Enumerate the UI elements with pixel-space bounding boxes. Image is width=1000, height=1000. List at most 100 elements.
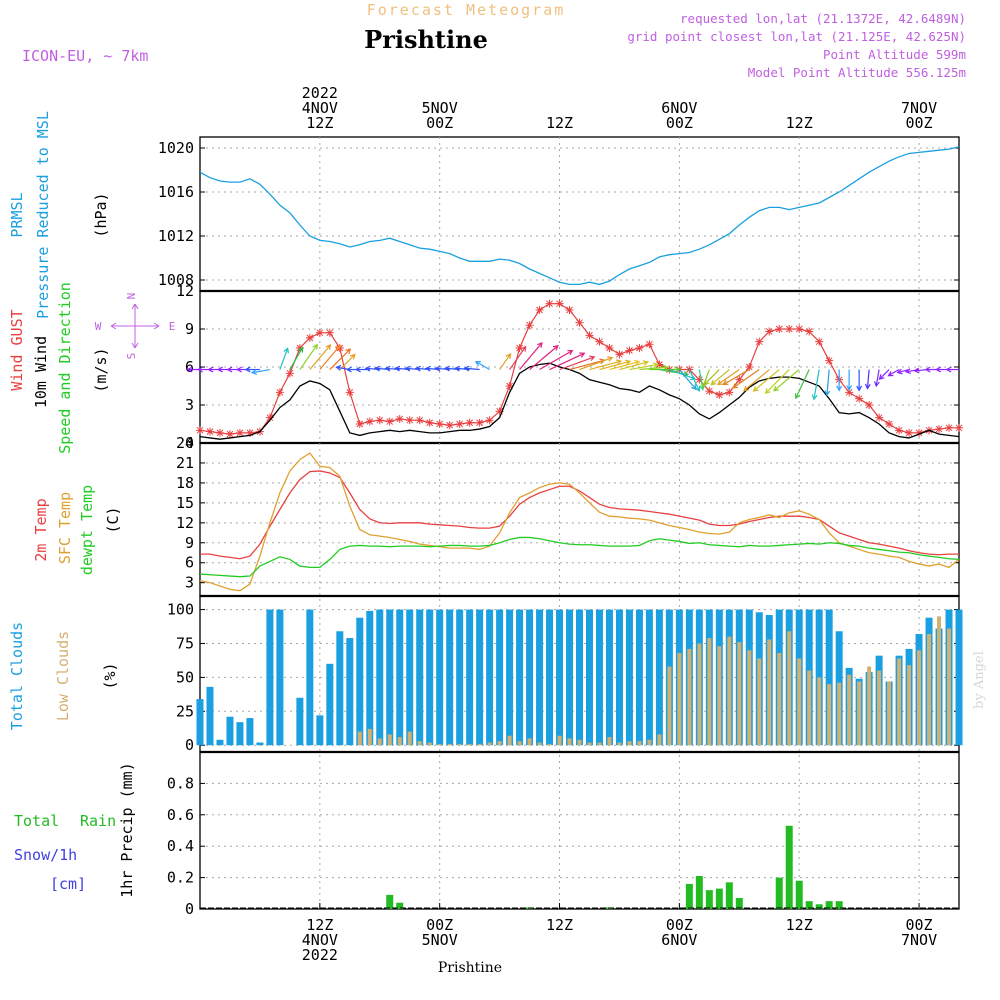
y-tick-label: 9 [185,534,194,552]
low-cloud-bar [507,735,512,746]
y-tick-label: 1020 [158,139,194,157]
x-tick-label-bottom: 2022 [302,946,338,964]
wind-arrow [319,344,341,370]
x-tick-label-top: 4NOV [302,99,338,117]
wind-arrow-shaft [464,367,480,371]
pressure-line [199,146,960,286]
cloud-bars [196,609,963,746]
wind-arrow-head [537,341,543,348]
gust-marker [605,344,614,352]
wind-arrow [244,366,260,373]
y-tick-label: 6 [185,554,194,572]
compass-n: N [125,293,138,300]
low-cloud-bar [427,742,432,746]
low-cloud-bar [877,670,882,746]
gust-marker [455,420,464,428]
x-tick-label-top: 5NOV [422,99,458,117]
low-cloud-bar [437,743,442,746]
low-cloud-bar [707,638,712,746]
low-cloud-bar [607,737,612,746]
wind-arrow-head [874,381,880,388]
y-tick-label: 3 [185,574,194,592]
gust-marker [635,344,644,352]
gust-marker [505,382,514,390]
panel-frames [199,136,960,910]
x-tick-label-bottom: 6NOV [661,931,697,949]
wind-arrow-shaft [723,369,750,385]
low-cloud-bar [357,731,362,746]
total-cloud-bar [316,715,324,746]
y-tick-label: 1008 [158,271,194,289]
total-cloud-bar [576,609,583,746]
wind-arrow-shaft [599,360,631,371]
wind-arrow [887,369,900,377]
x-tick-label-bottom: 12Z [306,916,333,934]
low-cloud-bar [807,670,812,746]
footer-location: Prishtine [438,960,502,976]
total-cloud-bar [256,742,264,746]
total-cloud-bar [595,609,603,746]
gust-marker [245,428,254,437]
y-tick-label: 0 [185,434,194,452]
wind-arrow-head [244,366,251,373]
low-cloud-bar [477,743,482,746]
wind-arrow-shaft [509,346,527,370]
wind-arrow [710,369,730,386]
low-cloud-bar [467,743,472,746]
rain-bar [386,894,394,909]
low-cloud-bar [697,643,702,746]
y-tick-label: 0.4 [167,837,194,855]
wind-arrow-shaft [319,345,341,370]
wind-arrow-head [335,365,342,371]
wind-arrow [824,369,831,397]
total-cloud-bar [336,631,344,746]
wind-arrow-head [896,368,903,375]
total-label: Total [14,812,59,830]
wind-arrow [609,359,641,371]
rain-bar [725,882,733,909]
gust-marker [285,369,294,378]
x-tick-label-bottom: 00Z [426,916,453,934]
total-clouds-label: Total Clouds [8,622,26,730]
gust-marker [535,306,544,314]
model-altitude: Model Point Altitude 556.125m [748,65,966,80]
y-tick-label: 1016 [158,183,194,201]
wind-arrow-head [824,390,831,397]
plots [186,146,963,909]
total-cloud-bar [566,609,574,746]
total-cloud-bar [326,663,334,746]
low-cloud-bar [417,741,422,746]
y-tick-label: 12 [176,514,194,532]
wind-arrow-head [345,366,352,373]
gust-marker [265,413,274,422]
wind-arrow [559,355,596,371]
low-cloud-bar [947,628,952,746]
low-cloud-bar [537,742,542,746]
wind-arrow-head [703,379,710,386]
low-cloud-bar [597,742,602,746]
requested-coords: requested lon,lat (21.1372E, 42.6489N) [680,11,966,26]
wind-arrow-shaft [589,360,622,371]
wind-arrow-shaft [897,368,910,374]
x-tick-label-bottom: 12Z [786,916,813,934]
wind-arrow-head [474,360,481,367]
y-tick-label: 24 [176,434,194,452]
gust-marker [885,420,894,428]
low-cloud-bar [827,684,832,746]
rain-bar [705,890,713,909]
x-tick-label-top: 12Z [306,114,333,132]
total-cloud-bar [236,722,244,746]
compass-arrows [110,303,160,349]
wind-arrow-head [325,344,332,351]
wind-arrow [688,369,701,392]
total-cloud-bar [466,609,474,746]
total-cloud-bar [955,609,963,746]
wind-arrow-shaft [717,369,740,386]
wind-arrow-shaft [289,347,304,370]
wind-arrow-head [864,383,871,390]
wind-arrow-shaft [519,342,543,370]
y-tick-label: 1012 [158,227,194,245]
wind-arrow-head [552,344,559,351]
rain-bar [775,877,783,909]
compass-rose: N S W E [95,293,176,360]
